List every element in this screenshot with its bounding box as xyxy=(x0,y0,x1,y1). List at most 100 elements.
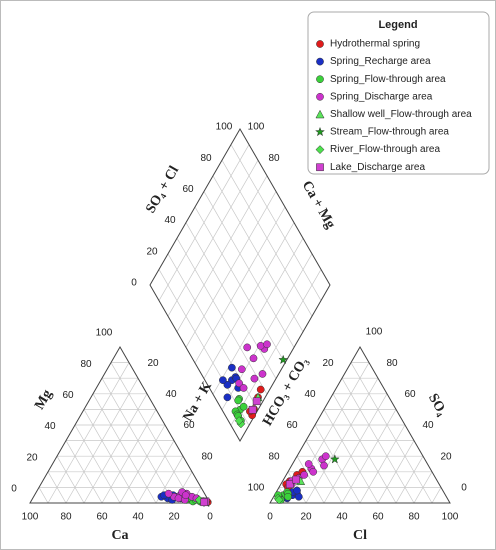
tick-label: 100 xyxy=(366,327,383,338)
tick-label: 80 xyxy=(408,512,420,523)
anion-point xyxy=(329,454,340,464)
anion-point xyxy=(284,492,292,501)
grid-line xyxy=(158,144,250,301)
tick-label: 100 xyxy=(216,122,233,133)
tick-label: 40 xyxy=(336,512,348,523)
diamond-point xyxy=(228,363,236,372)
grid-line xyxy=(413,471,433,504)
grid-line xyxy=(323,393,388,504)
tick-label: 40 xyxy=(165,389,177,400)
diamond-point xyxy=(249,354,258,363)
tick-label: 0 xyxy=(131,278,137,289)
anion-point xyxy=(274,495,284,505)
tick-label: 0 xyxy=(207,512,213,523)
diamond-point xyxy=(252,397,261,406)
diamond-point xyxy=(223,380,232,389)
grid-line xyxy=(47,362,130,504)
tick-label: 80 xyxy=(268,153,280,164)
diamond-point xyxy=(219,376,227,385)
legend-title: Legend xyxy=(378,19,417,31)
tick-label: 80 xyxy=(80,359,92,370)
grid-line xyxy=(110,362,193,504)
anion-point xyxy=(321,452,330,461)
legend-marker xyxy=(315,145,325,155)
tick-label: 40 xyxy=(132,512,144,523)
tick-label: 80 xyxy=(201,451,213,462)
grid-line xyxy=(350,362,433,504)
legend-label: River_Flow-through area xyxy=(330,144,440,155)
grid-line xyxy=(176,175,268,332)
legend-marker xyxy=(316,40,324,48)
legend-marker xyxy=(316,163,324,172)
axis-label: Ca xyxy=(111,528,128,543)
grid-line xyxy=(377,440,415,504)
anion-point xyxy=(285,480,294,489)
tick-label: 40 xyxy=(164,215,176,226)
legend-label: Spring_Recharge area xyxy=(330,56,431,67)
grid-line xyxy=(395,456,424,504)
grid-line xyxy=(359,424,406,504)
diamond-point xyxy=(239,402,248,411)
tick-label: 60 xyxy=(183,420,195,431)
grid-line xyxy=(92,393,157,504)
tick-label: 40 xyxy=(422,420,434,431)
anion-point xyxy=(300,471,309,479)
cation-point xyxy=(200,498,208,507)
legend-marker xyxy=(316,92,324,101)
tick-label: 60 xyxy=(182,184,194,195)
grid-line xyxy=(221,160,313,317)
tick-label: 40 xyxy=(44,421,56,432)
diamond-point xyxy=(243,343,252,352)
grid-line xyxy=(296,456,325,504)
legend-box xyxy=(307,11,490,175)
grid-line xyxy=(212,175,304,332)
grid-line xyxy=(137,440,175,504)
grid-line xyxy=(305,440,343,504)
legend-marker xyxy=(315,109,325,119)
diamond-point xyxy=(248,405,257,414)
tick-label: 100 xyxy=(248,483,265,494)
tick-label: 20 xyxy=(440,451,452,462)
anion-point xyxy=(304,460,313,468)
legend-label: Shallow well_Flow-through area xyxy=(330,109,472,120)
grid-line xyxy=(230,144,322,301)
grid-line xyxy=(194,206,286,364)
anion-point xyxy=(320,461,328,470)
cation-point xyxy=(174,494,183,503)
grid-line xyxy=(431,487,442,504)
tick-label: 60 xyxy=(404,389,416,400)
diamond-point xyxy=(256,385,265,394)
diamond-point xyxy=(258,370,267,378)
grid-line xyxy=(203,191,295,348)
grid-layer xyxy=(38,144,442,504)
diamond-point xyxy=(278,354,289,365)
diamond-point xyxy=(239,384,248,392)
tick-label: 100 xyxy=(442,512,459,523)
tick-label: 0 xyxy=(267,512,273,523)
axis-label: Cl xyxy=(353,528,367,543)
tick-label: 20 xyxy=(300,512,312,523)
anion-point xyxy=(292,475,300,484)
grid-line xyxy=(47,471,67,504)
diamond xyxy=(149,127,331,443)
tick-label: 60 xyxy=(96,512,108,523)
grid-line xyxy=(83,393,148,504)
legend-label: Hydrothermal spring xyxy=(330,39,420,50)
tick-label: 20 xyxy=(147,358,159,369)
anion-point xyxy=(309,467,318,476)
tick-label: 20 xyxy=(322,358,334,369)
legend-label: Stream_Flow-through area xyxy=(330,127,449,138)
tick-label: 0 xyxy=(461,483,467,494)
tick-label: 20 xyxy=(168,512,180,523)
legend-label: Spring_Discharge area xyxy=(330,91,433,102)
diamond-point xyxy=(237,365,246,374)
outline-layer xyxy=(29,127,451,504)
legend-marker xyxy=(316,75,324,84)
grid-line xyxy=(332,393,397,504)
tick-label: 100 xyxy=(96,328,113,339)
tick-label: 40 xyxy=(304,389,316,400)
diamond-point xyxy=(234,416,244,426)
tick-label: 80 xyxy=(268,451,280,462)
grid-line xyxy=(65,440,103,504)
cation-triangle xyxy=(29,345,211,504)
